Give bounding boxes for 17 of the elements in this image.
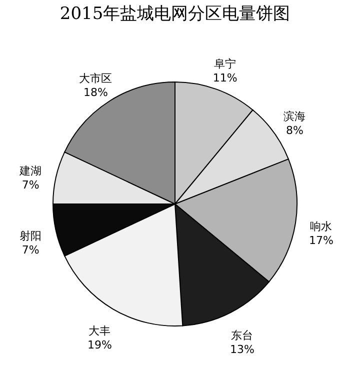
slice-label: 阜宁: [214, 58, 236, 71]
data-label: 17%: [308, 234, 334, 248]
slice-label: 大市区: [79, 72, 112, 86]
slice-label: 建湖: [18, 164, 42, 178]
data-label: 13%: [230, 342, 254, 356]
slice-label: 东台: [231, 328, 254, 342]
data-label: 19%: [87, 338, 112, 352]
data-label: 11%: [212, 72, 238, 85]
slice-label: 大丰: [88, 324, 111, 338]
slice-label: 滨海: [284, 110, 306, 124]
slice-label: 射阳: [20, 229, 42, 242]
data-label: 7%: [22, 243, 40, 256]
data-label: 7%: [22, 178, 40, 192]
chart-title: 2015年盐城电网分区电量饼图: [60, 4, 290, 24]
data-label: 18%: [83, 86, 108, 100]
slice-label: 响水: [310, 220, 332, 234]
data-label: 8%: [286, 124, 304, 138]
